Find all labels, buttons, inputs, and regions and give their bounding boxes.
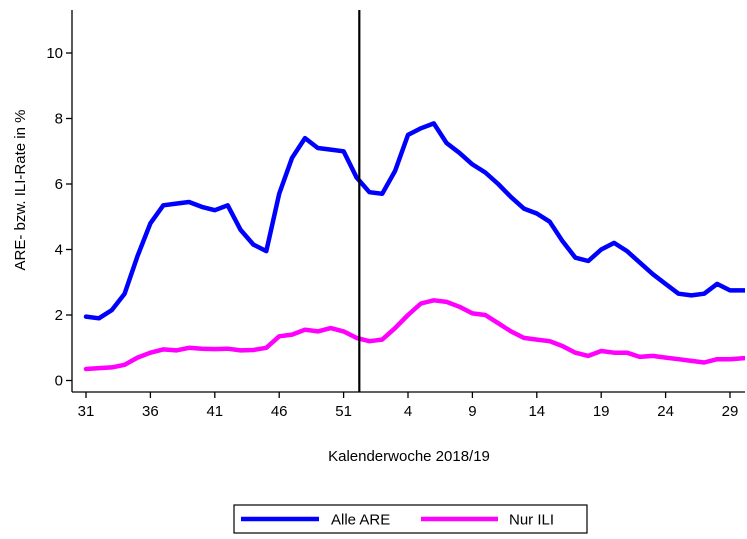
x-tick-label: 14 [528, 403, 545, 420]
x-tick-label: 46 [271, 403, 288, 420]
series-line-alle-are [83, 121, 745, 321]
x-tick-label: 41 [206, 403, 223, 420]
y-tick-label: 4 [55, 242, 63, 259]
x-tick-label: 36 [142, 403, 159, 420]
x-tick-label: 9 [468, 403, 476, 420]
x-tick-label: 29 [722, 403, 739, 420]
series-layer [83, 121, 745, 372]
y-tick-label: 6 [55, 176, 63, 193]
legend-label: Alle ARE [331, 512, 390, 529]
legend: Alle ARE Nur ILI [233, 504, 588, 534]
x-axis-label: Kalenderwoche 2018/19 [328, 448, 490, 465]
x-tick-label: 24 [657, 403, 674, 420]
y-tick-label: 0 [55, 373, 63, 390]
series-line-nur-ili [83, 298, 745, 372]
y-axis-label: ARE- bzw. ILI-Rate in % [12, 110, 29, 271]
x-tick-label: 31 [78, 403, 95, 420]
x-tick-label: 19 [593, 403, 610, 420]
legend-label: Nur ILI [509, 512, 554, 529]
y-tick-label: 2 [55, 307, 63, 324]
x-tick-label: 4 [404, 403, 412, 420]
y-tick-label: 8 [55, 111, 63, 128]
y-tick-label: 10 [46, 45, 63, 62]
x-tick-label: 51 [335, 403, 352, 420]
